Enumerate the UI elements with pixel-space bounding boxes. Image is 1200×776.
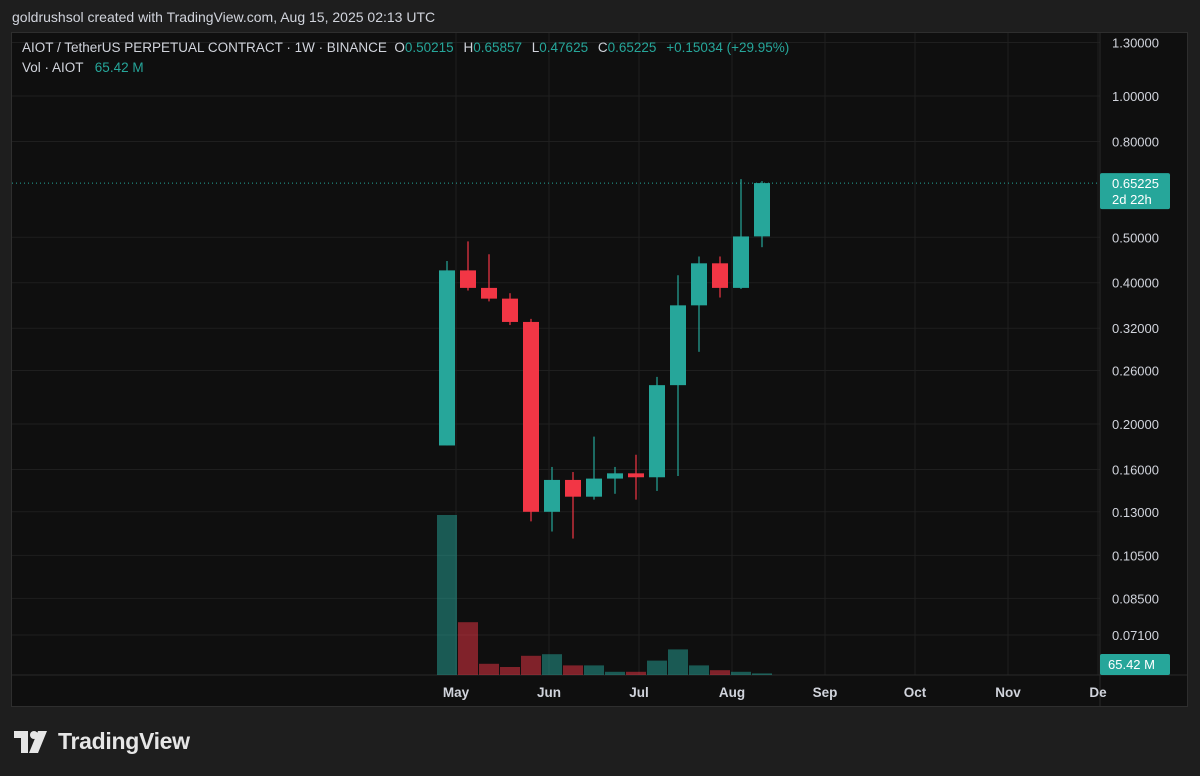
- volume-bar: [584, 665, 604, 675]
- grid-lines: [12, 33, 1187, 706]
- open-label: O: [394, 40, 405, 55]
- price-tick-label: 0.50000: [1112, 230, 1159, 245]
- price-tick-label: 0.26000: [1112, 364, 1159, 379]
- month-tick-label: Jul: [629, 685, 649, 700]
- price-tick-label: 0.20000: [1112, 417, 1159, 432]
- month-tick-label: Oct: [904, 685, 927, 700]
- volume-value: 65.42 M: [94, 60, 144, 75]
- low-label: L: [531, 40, 540, 55]
- month-tick-label: Aug: [719, 685, 745, 700]
- volume-bar: [626, 671, 646, 675]
- candle-body: [607, 473, 623, 479]
- candle-body: [712, 263, 728, 288]
- month-tick-label: Nov: [995, 685, 1021, 700]
- candle-body: [670, 305, 686, 386]
- candle-body: [439, 270, 455, 446]
- candle-body: [502, 298, 518, 322]
- price-tick-label: 0.07100: [1112, 628, 1159, 643]
- month-tick-label: Jun: [537, 685, 561, 700]
- price-tick-label: 0.80000: [1112, 134, 1159, 149]
- volume-bar: [458, 622, 478, 675]
- low-value: 0.47625: [539, 40, 589, 55]
- month-tick-label: Sep: [813, 685, 838, 700]
- volume-bar: [647, 660, 667, 675]
- candle-body: [691, 263, 707, 306]
- chart-frame[interactable]: [11, 32, 1188, 707]
- price-axis: 1.30000 1.00000 0.80000 0.50000 0.40000 0.320…: [1112, 36, 1159, 644]
- time-axis: May Jun Jul Aug Sep Oct Nov De: [443, 685, 1107, 700]
- volume-bar: [752, 673, 772, 675]
- price-tick-label: 1.30000: [1112, 36, 1159, 51]
- candle-body: [733, 236, 749, 288]
- tradingview-logo[interactable]: TradingView: [14, 728, 190, 755]
- volume-bar: [731, 671, 751, 675]
- volume-bars: [437, 515, 772, 675]
- volume-badge-value: 65.42 M: [1108, 657, 1155, 672]
- tradingview-brand: TradingView: [58, 728, 190, 754]
- last-price-value: 0.65225: [1112, 176, 1159, 191]
- price-tick-label: 0.40000: [1112, 276, 1159, 291]
- volume-bar: [605, 671, 625, 675]
- candle-body: [586, 478, 602, 497]
- close-value: 0.65225: [607, 40, 657, 55]
- candle-body: [523, 321, 539, 512]
- price-tick-label: 0.13000: [1112, 505, 1159, 520]
- candle-body: [628, 473, 644, 478]
- candle-body: [565, 479, 581, 497]
- candle-body: [481, 287, 497, 299]
- last-price-badge: [1100, 173, 1170, 210]
- volume-bar: [668, 649, 688, 675]
- volume-bar: [563, 665, 583, 675]
- month-tick-label: De: [1089, 685, 1107, 700]
- symbol-label: AIOT / TetherUS PERPETUAL CONTRACT · 1W …: [22, 40, 387, 55]
- volume-bar: [542, 654, 562, 675]
- tradingview-logo-icon: [14, 730, 47, 753]
- month-tick-label: May: [443, 685, 470, 700]
- candle-body: [460, 270, 476, 288]
- price-tick-label: 0.32000: [1112, 321, 1159, 336]
- high-value: 0.65857: [473, 40, 522, 55]
- candle-body: [754, 183, 770, 237]
- volume-bar: [500, 667, 520, 675]
- volume-bar: [521, 655, 541, 675]
- volume-bar: [689, 665, 709, 675]
- price-tick-label: 0.16000: [1112, 462, 1159, 477]
- volume-bar: [710, 670, 730, 675]
- price-tick-label: 1.00000: [1112, 89, 1159, 104]
- change-value: +0.15034 (+29.95%): [666, 40, 790, 55]
- volume-legend: Vol · AIOT 65.42 M: [22, 60, 144, 75]
- price-tick-label: 0.08500: [1112, 591, 1159, 606]
- volume-badge: [1100, 654, 1170, 675]
- volume-label: Vol · AIOT: [22, 60, 84, 75]
- open-value: 0.50215: [404, 40, 454, 55]
- candle-body: [649, 385, 665, 478]
- candle-countdown: 2d 22h: [1112, 192, 1152, 207]
- attribution-text: goldrushsol created with TradingView.com…: [12, 9, 436, 25]
- volume-bar: [437, 515, 457, 675]
- volume-bar: [479, 663, 499, 675]
- high-label: H: [463, 40, 474, 55]
- close-label: C: [597, 40, 608, 55]
- price-tick-label: 0.10500: [1112, 548, 1159, 563]
- ohlc-legend: AIOT / TetherUS PERPETUAL CONTRACT · 1W …: [22, 40, 795, 55]
- candle-body: [544, 479, 560, 512]
- candles: [439, 179, 770, 539]
